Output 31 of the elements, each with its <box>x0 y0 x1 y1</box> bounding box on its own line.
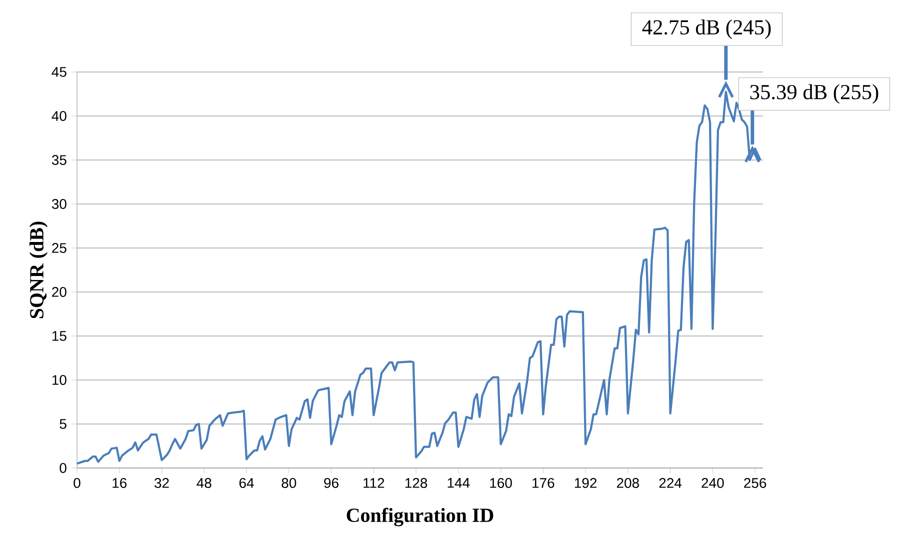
y-tick-label: 35 <box>52 155 66 165</box>
x-tick-label: 144 <box>448 478 470 488</box>
y-tick-label: 45 <box>52 67 66 77</box>
x-tick-label: 176 <box>532 478 554 488</box>
y-tick-label: 15 <box>52 331 66 341</box>
x-tick-label: 80 <box>282 478 296 488</box>
y-tick-label: 20 <box>52 287 66 297</box>
y-tick-label: 25 <box>52 243 66 253</box>
y-tick-label: 40 <box>52 111 66 121</box>
annotation: 42.75 dB (245) <box>642 20 771 39</box>
x-tick-label: 48 <box>196 478 212 488</box>
x-tick-label: 128 <box>405 478 428 488</box>
x-tick-label: 96 <box>324 478 338 488</box>
x-tick-label: 160 <box>490 478 512 488</box>
y-tick-label: 5 <box>60 419 66 429</box>
x-tick-label: 256 <box>744 478 766 488</box>
x-tick-label: 208 <box>616 478 639 488</box>
x-tick-label: 64 <box>239 478 254 488</box>
x-tick-label: 240 <box>702 478 724 488</box>
y-tick-label: 10 <box>52 375 66 385</box>
x-tick-label: 192 <box>574 478 596 488</box>
annotation: 35.39 dB (255) <box>750 84 878 104</box>
y-tick-label: 0 <box>60 463 66 473</box>
x-tick-label: 16 <box>112 478 127 488</box>
x-tick-label: 224 <box>659 478 682 488</box>
y-tick-label: 30 <box>52 199 66 209</box>
x-tick-label: 0 <box>74 478 80 488</box>
x-tick-label: 112 <box>364 478 384 488</box>
x-tick-label: 32 <box>154 478 169 488</box>
y-axis-title: SQNR (dB) <box>29 222 48 318</box>
x-axis-title: Configuration ID <box>346 508 494 526</box>
